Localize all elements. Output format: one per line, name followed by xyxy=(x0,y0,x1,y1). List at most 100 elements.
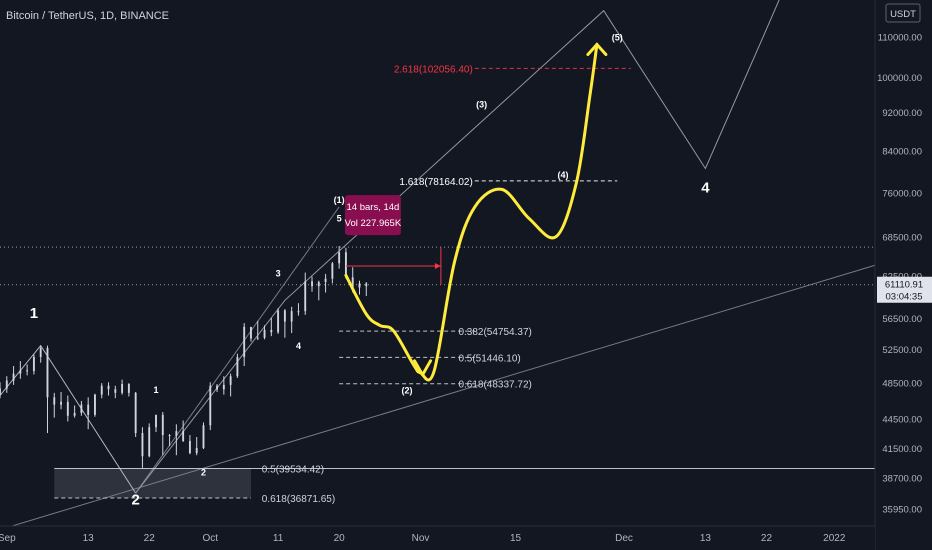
candle xyxy=(60,391,62,410)
price-tick-label: 68500.00 xyxy=(882,233,922,244)
candle xyxy=(46,345,49,434)
candle xyxy=(277,308,280,334)
wave-label: (3) xyxy=(476,100,487,110)
candle xyxy=(87,397,90,430)
candle xyxy=(127,383,130,397)
candle-body xyxy=(168,435,171,437)
candle-body xyxy=(107,385,110,390)
candle-body xyxy=(182,431,185,441)
currency-badge xyxy=(885,3,921,23)
candle-body xyxy=(331,263,334,279)
time-tick-label: 13 xyxy=(700,533,712,544)
price-tick-label: 48500.00 xyxy=(882,378,922,389)
candle xyxy=(114,385,117,399)
fib-label: 0.618(36871.65) xyxy=(262,494,335,505)
time-tick-label: 15 xyxy=(510,533,522,544)
candle xyxy=(121,379,124,395)
candle xyxy=(358,280,361,295)
countdown-label: 03:04:35 xyxy=(886,292,923,303)
candle-body xyxy=(222,384,225,390)
fib-label: 0.5(39534.42) xyxy=(262,465,324,476)
candle xyxy=(12,366,15,385)
candle xyxy=(100,383,103,399)
time-tick-label: 13 xyxy=(83,533,95,544)
wave-label: 2 xyxy=(201,467,206,477)
candle-body xyxy=(39,348,42,357)
candle-body xyxy=(358,283,361,288)
candle xyxy=(283,308,286,338)
candle-body xyxy=(297,311,300,313)
candle xyxy=(195,437,198,456)
candle xyxy=(209,382,212,431)
trend-line-0 xyxy=(0,264,876,531)
last-price-badge xyxy=(877,276,932,303)
candle-body xyxy=(338,252,341,264)
candle-body xyxy=(148,427,151,457)
price-tick-label: 110000.00 xyxy=(878,33,922,44)
price-tick-label: 56500.00 xyxy=(882,314,922,325)
time-tick-label: Oct xyxy=(202,533,218,544)
fib-levels: 0.5(39534.42) 0.618(36871.65) 0.382(54754.… xyxy=(54,64,875,505)
candle xyxy=(141,427,144,468)
candle xyxy=(331,261,334,284)
candle-body xyxy=(73,412,76,416)
candle xyxy=(317,280,320,301)
candle xyxy=(32,354,35,375)
time-tick-label: Dec xyxy=(615,533,633,544)
candle-body xyxy=(351,277,354,288)
time-tick-label: 22 xyxy=(144,533,156,544)
candle-body xyxy=(94,394,96,415)
wave-label: (2) xyxy=(401,386,412,396)
candle xyxy=(229,373,232,397)
candle xyxy=(338,245,341,269)
candle xyxy=(5,376,8,393)
candle xyxy=(134,391,137,438)
candle xyxy=(365,282,368,297)
candle xyxy=(216,384,219,392)
candle xyxy=(263,325,266,340)
candle-body xyxy=(283,310,286,322)
candle xyxy=(107,382,110,396)
fib-label: 0.5(51446.10) xyxy=(458,353,520,364)
yellow-arrow-top xyxy=(586,42,608,56)
time-tick-label: Sep xyxy=(0,533,16,544)
candle xyxy=(19,361,22,379)
fib-label: 0.382(54754.37) xyxy=(458,327,531,338)
wave-label: (1) xyxy=(334,195,345,205)
candle-body xyxy=(290,311,293,322)
candle-body xyxy=(134,392,137,434)
fib-label: 1.618(78164.02) xyxy=(399,177,472,188)
candle-body xyxy=(263,329,266,338)
candle-body xyxy=(87,404,90,415)
wave-path-projection xyxy=(135,0,780,494)
wave-label: (4) xyxy=(557,170,568,180)
measure-arrow-head xyxy=(434,263,441,270)
candle-body xyxy=(209,385,212,426)
time-axis[interactable]: Sep 13 22 Oct 11 20 Nov 15 Dec 13 22 2022 xyxy=(0,525,875,550)
candle-body xyxy=(250,326,252,339)
candle xyxy=(256,320,259,341)
candle xyxy=(53,392,56,418)
price-axis[interactable]: 35950.00 38700.00 41500.00 44500.00 48500.00… xyxy=(874,0,932,550)
wave-label: 5 xyxy=(337,213,342,223)
price-tick-label: 52500.00 xyxy=(882,345,922,356)
price-tick-label: 41500.00 xyxy=(882,444,922,455)
candle-body xyxy=(317,282,320,287)
candle-body xyxy=(100,385,103,395)
candle-body xyxy=(121,384,124,393)
price-axis-background xyxy=(875,0,932,550)
yellow-projection-curve xyxy=(344,43,599,382)
candle-body xyxy=(12,373,15,381)
candle xyxy=(80,400,83,416)
price-tick-label: 76000.00 xyxy=(882,189,922,200)
candle-body xyxy=(46,348,49,398)
candle xyxy=(66,395,69,422)
time-tick-label: 11 xyxy=(273,533,284,544)
time-tick-label: 22 xyxy=(761,533,773,544)
candle-body xyxy=(127,384,130,393)
measure-volume-label: Vol 227.965K xyxy=(345,218,402,229)
candle xyxy=(148,423,151,458)
candle-body xyxy=(195,448,198,454)
